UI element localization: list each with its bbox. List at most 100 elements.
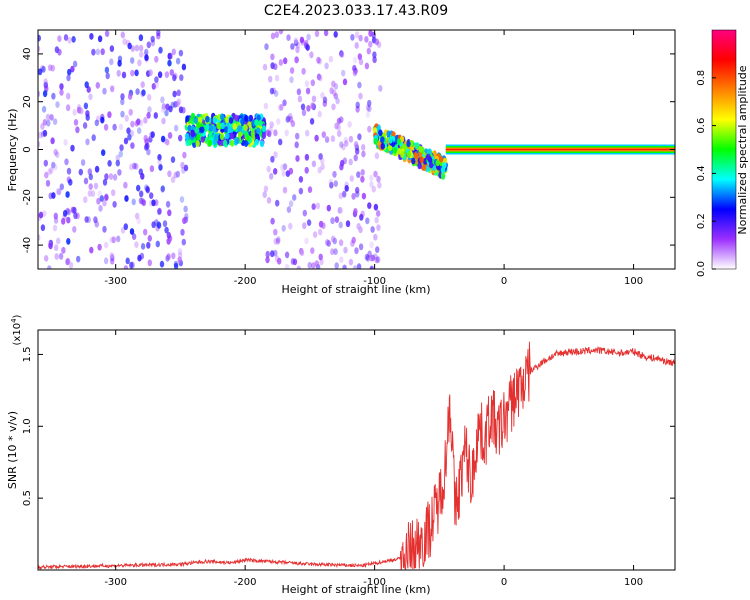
spectrogram-cell [57,48,62,56]
spectrogram-cell [321,222,326,230]
spectrogram-cell [295,132,300,140]
spectrogram-cell [181,167,186,174]
spectrogram-cell [333,248,338,256]
spectrogram-cell [309,118,315,125]
spectrogram-cell [190,112,196,120]
spectrogram-cell [134,120,139,127]
spectrogram-cell [237,125,242,132]
spectrogram-cell [376,41,382,48]
spectrogram-cell [173,101,178,108]
spectrogram-cell [351,193,356,200]
spectrogram-cell [341,69,346,77]
spectrogram-cell [276,236,281,243]
spectrogram-cell [194,126,199,134]
spectrogram-cell [330,217,335,225]
spectrogram-cell [305,129,310,137]
spectrogram-cell [72,108,77,116]
spectrogram-cell [334,216,340,224]
spectrogram-cell [118,150,124,158]
spectrogram-cell [73,119,79,126]
spectrogram-cell [140,172,145,180]
spectrogram-cell [54,244,59,252]
spectrogram-cell [112,123,117,131]
y-tick-label: 0 [22,146,33,152]
spectrogram-cell [361,192,367,200]
spectrogram-cell [304,153,310,161]
spectrogram-cell [151,83,156,90]
spectrogram-cell [317,166,322,174]
spectrogram-cell [154,76,159,84]
spectrogram-cell [331,103,336,111]
spectrogram-cell [365,254,371,262]
spectrogram-cell [205,115,210,123]
spectrogram-cell [298,176,304,183]
spectrogram-cell [392,147,398,154]
spectrogram-cell [154,81,159,89]
spectrogram-cell [144,48,149,56]
spectrogram-cell [370,226,375,233]
spectrogram-cell [125,257,130,265]
spectrogram-cell [105,72,110,80]
spectrogram-cell [317,110,322,118]
spectrogram-cell [196,121,201,129]
spectrogram-cell [138,44,144,52]
spectrogram-cell [321,131,326,139]
spectrogram-cell [261,132,267,140]
spectrogram-cell [305,87,311,95]
spectrogram-cell [333,92,338,100]
spectrogram-cell [297,95,303,103]
spectrogram-cell [283,57,288,65]
spectrogram-cell [311,262,316,269]
spectrogram-cell [99,195,105,202]
spectrogram-cell [91,48,96,56]
spectrogram-cell [150,35,155,43]
spectrogram-cell [42,119,47,126]
spectrogram-cell [367,125,372,133]
spectrogram-cell [40,130,46,138]
spectrogram-cell [213,133,219,141]
spectrogram-cell [38,131,43,139]
spectrogram-cell [307,261,312,269]
spectrogram-cell [365,111,371,118]
colorbar-frame [711,29,737,270]
spectrogram-cell [331,80,336,88]
spectrogram-cell [220,113,225,121]
spectrogram-cell [83,196,88,204]
spectrogram-cell [378,85,383,92]
spectrogram-cell [235,137,240,145]
spectrogram-cell [101,149,106,157]
spectrogram-cell [67,37,72,44]
spectrogram-cell [134,69,139,77]
spectrogram-cell [48,242,53,250]
spectrogram-cell [181,63,187,71]
x-tick-label: -200 [234,276,257,287]
spectrogram-cell [50,137,55,145]
spectrogram-x-ticks: -300 -200 -100 0 100 [104,30,643,287]
spectrogram-cell [102,87,107,95]
spectrogram-cell [63,34,69,41]
x-tick-label: -300 [104,577,127,588]
spectrogram-cell [100,48,105,56]
spectrogram-cell [137,59,142,67]
spectrogram-cell [102,199,107,207]
spectrogram-cell [376,210,381,217]
spectrogram-cell [273,238,278,245]
spectrogram-cell [117,59,122,67]
spectrogram-cell [250,130,255,137]
spectrogram-cell [161,106,166,113]
spectrogram-cell [173,260,179,268]
spectrogram-cell [49,114,54,121]
spectrogram-cell [276,118,281,125]
spectrogram-cell [64,158,69,166]
spectrogram-cell [353,141,359,148]
spectrogram-cell [149,165,155,173]
spectrogram-cell [109,58,114,66]
spectrogram-cell [135,212,140,220]
spectrogram-cell [143,134,148,142]
spectrogram-cell [173,171,178,179]
colorbar-tick-label: 0.0 [696,261,707,277]
spectrogram-cell [354,31,360,39]
spectrogram-cell [322,96,328,104]
spectrogram-cell [333,31,338,38]
spectrogram-cell [330,235,336,243]
